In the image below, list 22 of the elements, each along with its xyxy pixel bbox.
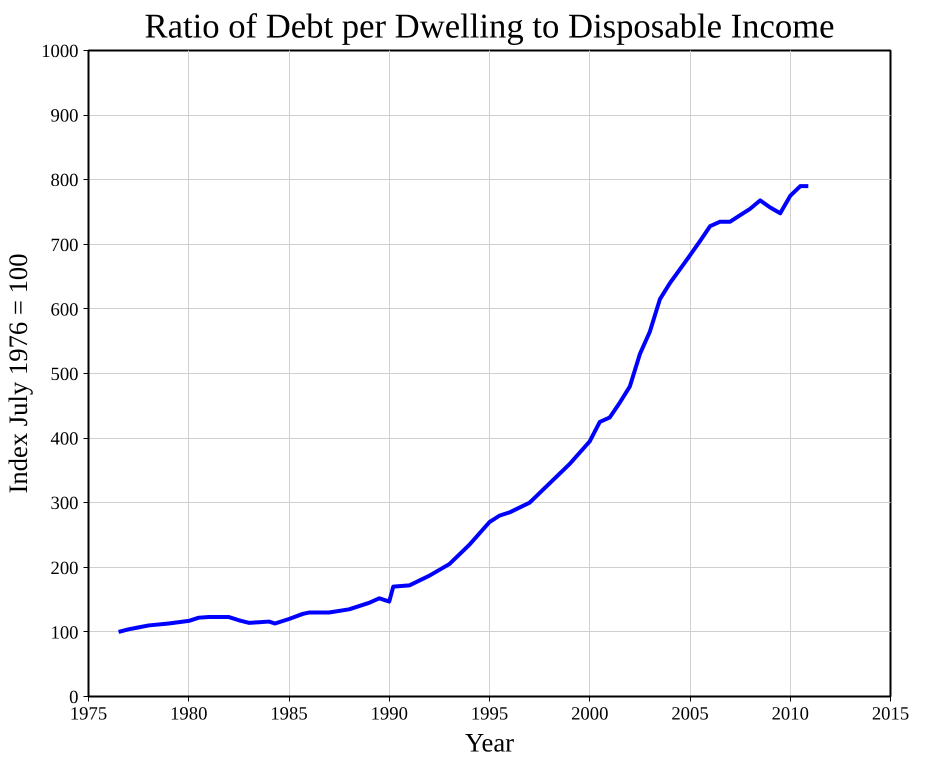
y-tick-label: 1000 (41, 41, 78, 62)
x-axis-title: Year (464, 728, 514, 758)
y-tick-label: 500 (50, 364, 78, 385)
y-axis-title: Index July 1976 = 100 (3, 253, 34, 494)
y-tick-label: 800 (50, 170, 78, 192)
x-tick-label: 1995 (470, 704, 508, 724)
y-tick-label: 400 (50, 428, 78, 450)
x-tick-label: 2005 (671, 704, 709, 724)
x-tick-label: 2010 (772, 704, 809, 724)
y-tick-label: 200 (50, 558, 78, 579)
x-tick-label: 2000 (571, 704, 608, 724)
y-tick-label: 900 (50, 106, 78, 127)
x-tick-label: 1985 (270, 704, 308, 724)
y-tick-label: 100 (50, 622, 78, 644)
x-tick-label: 1980 (170, 704, 208, 724)
x-tick-label: 1990 (370, 704, 408, 724)
y-tick-label: 600 (50, 299, 78, 320)
y-tick-label: 300 (50, 493, 78, 514)
line-series (116, 184, 810, 634)
y-tick-label: 700 (50, 234, 78, 256)
chart-title: Ratio of Debt per Dwelling to Disposable Income (144, 8, 835, 46)
x-tick-label: 2015 (872, 704, 910, 724)
